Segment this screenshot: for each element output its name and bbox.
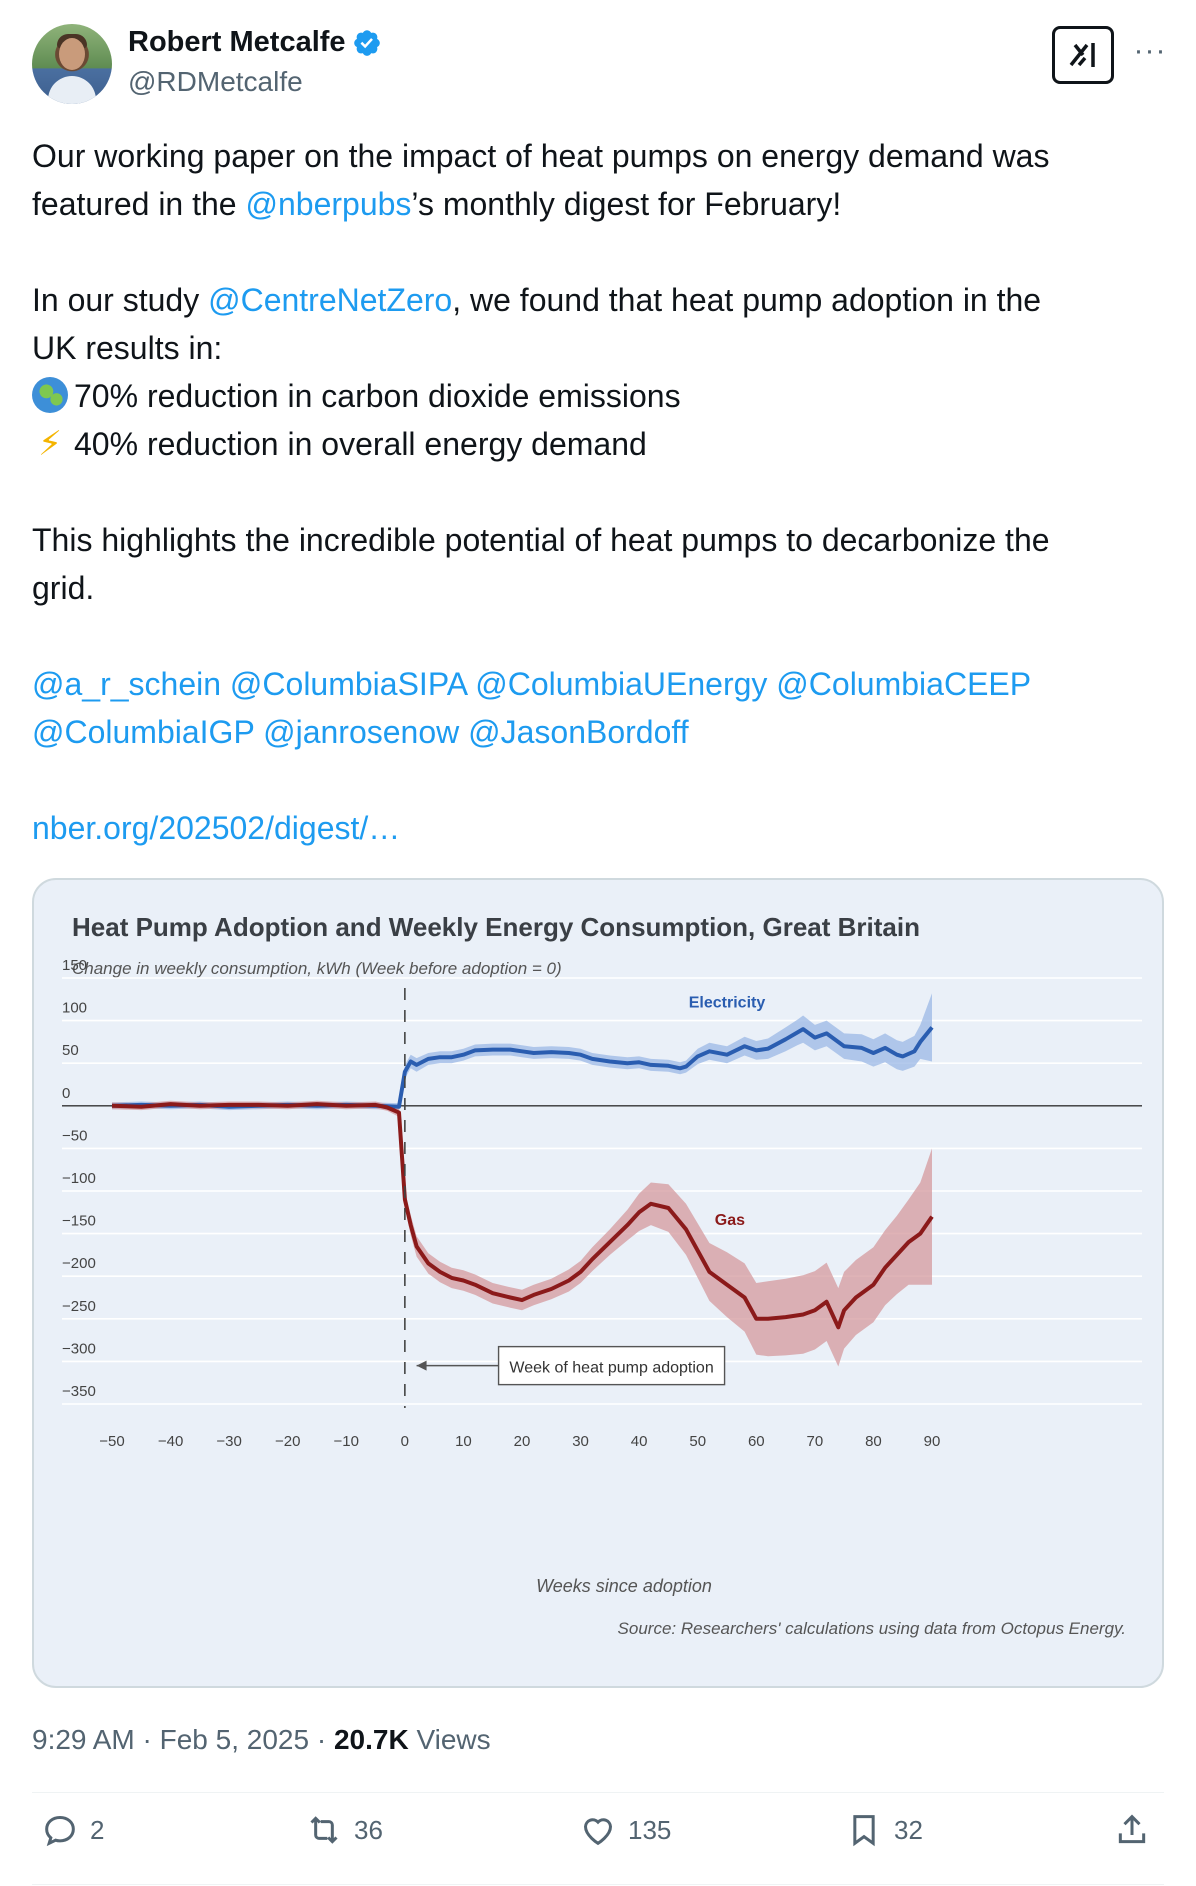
article-link[interactable]: nber.org/202502/digest/… xyxy=(32,810,401,846)
chart-image-card[interactable]: Heat Pump Adoption and Weekly Energy Con… xyxy=(32,878,1164,1688)
separator-dot: · xyxy=(142,1724,152,1755)
repost-icon xyxy=(310,1816,338,1844)
divider xyxy=(32,1884,1164,1885)
chart-source-note: Source: Researchers' calculations using … xyxy=(618,1619,1126,1638)
heat-pump-chart: Heat Pump Adoption and Weekly Energy Con… xyxy=(62,912,1142,1638)
y-tick-label: −350 xyxy=(62,1383,96,1400)
like-count: 135 xyxy=(628,1814,672,1845)
x-tick-label: −30 xyxy=(216,1433,241,1450)
x-tick-label: 50 xyxy=(689,1433,706,1450)
tweet-time[interactable]: 9:29 AM xyxy=(32,1724,135,1755)
repost-button[interactable]: 36 xyxy=(304,1810,383,1850)
grok-button[interactable] xyxy=(1052,26,1114,84)
avatar[interactable] xyxy=(32,24,112,104)
tweet-header: Robert Metcalfe @RDMetcalfe ··· xyxy=(32,22,1165,106)
y-tick-label: 0 xyxy=(62,1085,70,1102)
y-tick-label: −50 xyxy=(62,1127,87,1144)
tweet-line-3-pre: In our study xyxy=(32,282,209,318)
more-icon: ··· xyxy=(1133,34,1167,67)
chart-title: Heat Pump Adoption and Weekly Energy Con… xyxy=(72,912,920,942)
x-tick-label: 20 xyxy=(514,1433,531,1450)
reply-count: 2 xyxy=(90,1814,105,1845)
reply-icon xyxy=(45,1815,75,1847)
author-handle[interactable]: @RDMetcalfe xyxy=(128,66,303,97)
mentions-row-1[interactable]: @a_r_schein @ColumbiaSIPA @ColumbiaUEner… xyxy=(32,666,1032,702)
like-button[interactable]: 135 xyxy=(578,1810,671,1850)
separator-dot: · xyxy=(316,1724,327,1755)
y-tick-label: 100 xyxy=(62,1000,87,1017)
bullet-energy: 40% reduction in overall energy demand xyxy=(74,426,647,462)
chart-x-axis-label: Weeks since adoption xyxy=(536,1576,712,1596)
tweet-line-7: This highlights the incredible potential… xyxy=(32,522,1050,558)
tweet-timestamp: 9:29 AM · Feb 5, 2025 · 20.7K Views xyxy=(32,1724,491,1756)
x-tick-label: 30 xyxy=(572,1433,589,1450)
tweet-line-3-post: , we found that heat pump adoption in th… xyxy=(452,282,1042,318)
y-tick-label: −300 xyxy=(62,1340,96,1357)
reply-button[interactable]: 2 xyxy=(40,1810,104,1850)
x-tick-label: −40 xyxy=(158,1433,183,1450)
x-tick-label: 0 xyxy=(401,1433,409,1450)
views-label: Views xyxy=(416,1724,491,1755)
grok-icon xyxy=(1069,43,1095,67)
bullet-co2: 70% reduction in carbon dioxide emission… xyxy=(74,378,681,414)
share-icon xyxy=(1118,1814,1146,1844)
series-line-gas xyxy=(111,1102,934,1330)
chart-y-axis-label: Change in weekly consumption, kWh (Week … xyxy=(72,959,562,978)
y-tick-label: −200 xyxy=(62,1255,96,1272)
views-count: 20.7K xyxy=(333,1724,409,1755)
repost-count: 36 xyxy=(354,1814,383,1845)
x-tick-label: 70 xyxy=(807,1433,824,1450)
author-name-row: Robert Metcalfe xyxy=(128,26,382,59)
x-tick-label: 90 xyxy=(924,1433,941,1450)
globe-emoji-icon xyxy=(32,377,68,413)
y-tick-label: −250 xyxy=(62,1298,96,1315)
y-tick-label: 150 xyxy=(62,957,87,974)
x-tick-label: 10 xyxy=(455,1433,472,1450)
share-button[interactable] xyxy=(1112,1810,1152,1850)
annotation-text: Week of heat pump adoption xyxy=(509,1360,713,1377)
annotation-arrowhead xyxy=(416,1360,427,1371)
y-tick-label: −100 xyxy=(62,1170,96,1187)
tweet-date[interactable]: Feb 5, 2025 xyxy=(159,1724,310,1755)
mentions-row-2[interactable]: @ColumbiaIGP @janrosenow @JasonBordoff xyxy=(32,714,689,750)
tweet-text: Our working paper on the impact of heat … xyxy=(32,132,1172,852)
x-tick-label: 40 xyxy=(631,1433,648,1450)
y-tick-label: −150 xyxy=(62,1213,96,1230)
tweet-line-8: grid. xyxy=(32,570,95,606)
x-tick-label: −10 xyxy=(334,1433,359,1450)
x-tick-label: −50 xyxy=(99,1433,124,1450)
series-label-electricity: Electricity xyxy=(689,994,766,1011)
author-name[interactable]: Robert Metcalfe xyxy=(128,26,346,58)
x-tick-label: 80 xyxy=(865,1433,882,1450)
more-button[interactable]: ··· xyxy=(1132,34,1168,67)
series-label-gas: Gas xyxy=(715,1212,745,1229)
like-icon xyxy=(583,1818,613,1846)
tweet-actions: 2 36 135 32 xyxy=(32,1810,1164,1866)
lightning-emoji-icon: ⚡ xyxy=(38,425,62,463)
y-tick-label: 50 xyxy=(62,1042,79,1059)
bookmark-icon xyxy=(853,1815,875,1847)
bookmark-button[interactable]: 32 xyxy=(844,1810,923,1850)
bookmark-count: 32 xyxy=(894,1814,923,1845)
x-tick-label: 60 xyxy=(748,1433,765,1450)
tweet-line-2-post: ’s monthly digest for February! xyxy=(411,186,842,222)
series-band-gas xyxy=(112,1100,932,1367)
divider xyxy=(32,1792,1164,1793)
verified-badge-icon xyxy=(353,29,380,56)
mention-centrenetzero[interactable]: @CentreNetZero xyxy=(208,282,453,318)
tweet-line-2-pre: featured in the xyxy=(32,186,246,222)
x-tick-label: −20 xyxy=(275,1433,300,1450)
tweet-line-4: UK results in: xyxy=(32,330,223,366)
tweet-line-1: Our working paper on the impact of heat … xyxy=(32,138,1050,174)
mention-nberpubs[interactable]: @nberpubs xyxy=(245,186,412,222)
